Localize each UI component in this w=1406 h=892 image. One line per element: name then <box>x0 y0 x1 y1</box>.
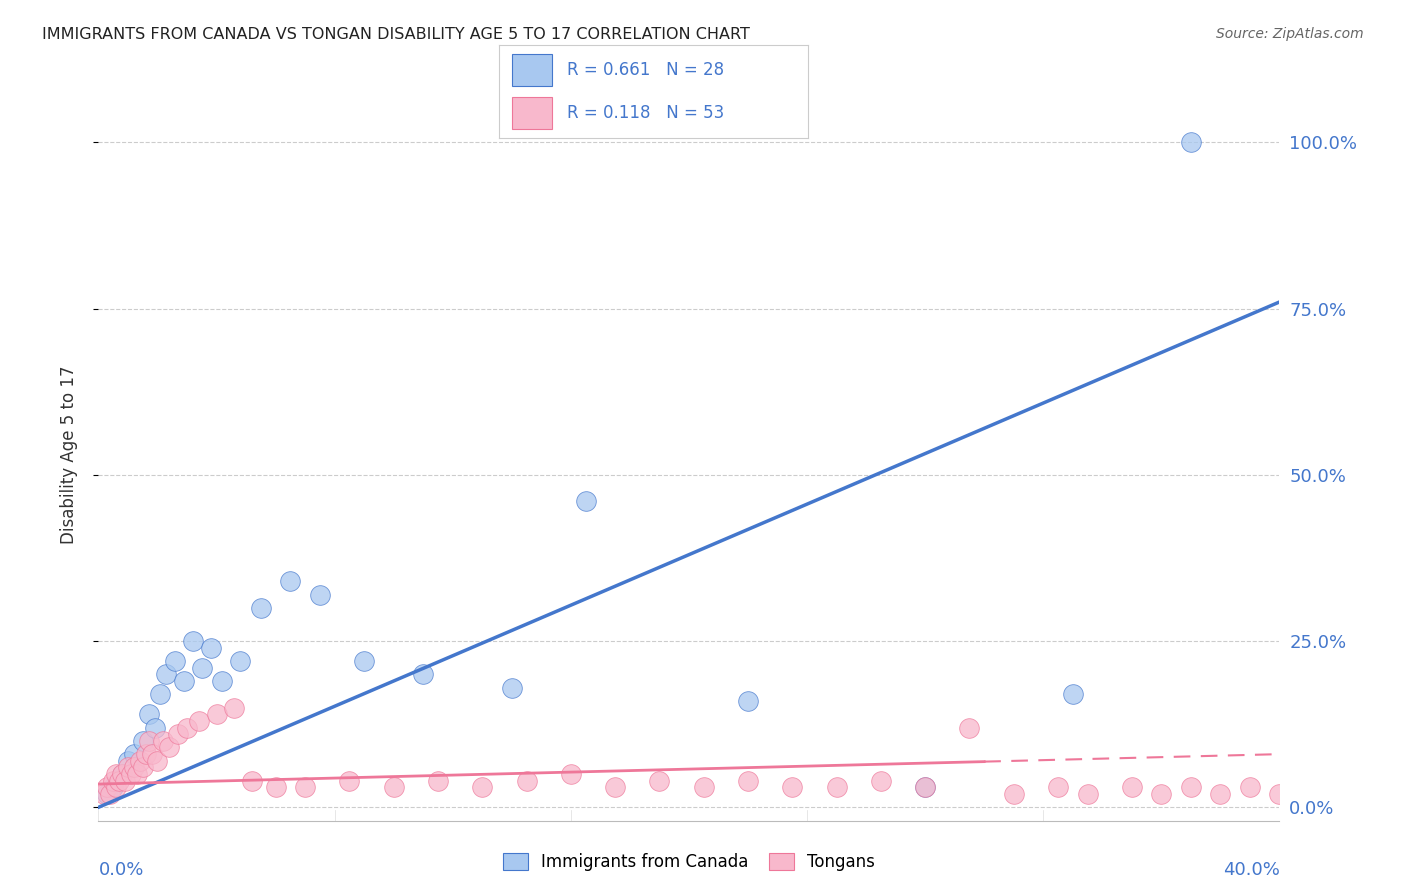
Point <box>353 654 375 668</box>
Point <box>264 780 287 795</box>
Point <box>1209 787 1232 801</box>
Point <box>737 773 759 788</box>
Point <box>173 673 195 688</box>
Point <box>138 734 160 748</box>
Point <box>412 667 434 681</box>
Point <box>135 747 157 761</box>
Point <box>122 760 145 774</box>
Point <box>141 747 163 761</box>
Point <box>152 734 174 748</box>
Point <box>560 767 582 781</box>
Point <box>1002 787 1025 801</box>
Point <box>155 667 177 681</box>
Point <box>105 767 128 781</box>
Point <box>224 700 246 714</box>
Point <box>111 767 134 781</box>
Point <box>98 787 121 801</box>
Point <box>501 681 523 695</box>
Point <box>132 734 155 748</box>
Point <box>516 773 538 788</box>
Text: R = 0.118   N = 53: R = 0.118 N = 53 <box>567 104 724 122</box>
Point <box>737 694 759 708</box>
Point <box>146 754 169 768</box>
Point <box>339 773 360 788</box>
Point <box>648 773 671 788</box>
Point <box>1180 136 1202 150</box>
Point <box>157 740 180 755</box>
Point <box>240 773 263 788</box>
Point <box>181 634 204 648</box>
Text: 40.0%: 40.0% <box>1223 861 1279 879</box>
Point <box>200 640 222 655</box>
FancyBboxPatch shape <box>512 97 551 129</box>
Point <box>114 773 136 788</box>
Point <box>93 787 115 801</box>
Point <box>382 780 405 795</box>
Point <box>427 773 450 788</box>
Point <box>309 588 332 602</box>
Point <box>103 773 125 788</box>
Point <box>96 787 118 801</box>
Y-axis label: Disability Age 5 to 17: Disability Age 5 to 17 <box>59 366 77 544</box>
Point <box>128 754 150 768</box>
Point <box>1077 787 1099 801</box>
Point <box>138 707 160 722</box>
Point <box>1180 780 1202 795</box>
Point <box>132 760 155 774</box>
Point <box>111 767 134 781</box>
Point <box>167 727 190 741</box>
Point <box>1062 687 1084 701</box>
Legend: Immigrants from Canada, Tongans: Immigrants from Canada, Tongans <box>496 847 882 878</box>
Point <box>117 760 139 774</box>
Point <box>278 574 302 589</box>
Point <box>782 780 804 795</box>
Point <box>693 780 716 795</box>
Text: 0.0%: 0.0% <box>98 861 143 879</box>
Point <box>914 780 936 795</box>
Point <box>959 721 981 735</box>
Point <box>125 767 148 781</box>
Point <box>869 773 891 788</box>
Point <box>1268 787 1291 801</box>
Point <box>122 747 145 761</box>
Point <box>176 721 198 735</box>
Point <box>205 707 228 722</box>
Point <box>471 780 494 795</box>
Point <box>149 687 172 701</box>
Point <box>211 673 233 688</box>
Point <box>825 780 848 795</box>
Point <box>103 780 125 795</box>
Point <box>574 494 596 508</box>
Point <box>294 780 316 795</box>
Point <box>1046 780 1069 795</box>
Point <box>229 654 252 668</box>
Text: IMMIGRANTS FROM CANADA VS TONGAN DISABILITY AGE 5 TO 17 CORRELATION CHART: IMMIGRANTS FROM CANADA VS TONGAN DISABIL… <box>42 27 749 42</box>
Point <box>165 654 187 668</box>
Point <box>96 780 118 795</box>
Text: R = 0.661   N = 28: R = 0.661 N = 28 <box>567 61 724 78</box>
Point <box>1239 780 1261 795</box>
FancyBboxPatch shape <box>512 54 551 86</box>
Point <box>250 600 273 615</box>
Point <box>1150 787 1173 801</box>
Text: Source: ZipAtlas.com: Source: ZipAtlas.com <box>1216 27 1364 41</box>
Point <box>605 780 627 795</box>
Point <box>143 721 166 735</box>
Point <box>120 767 142 781</box>
Point <box>914 780 936 795</box>
Point <box>117 754 139 768</box>
Point <box>105 780 128 795</box>
Point <box>108 773 131 788</box>
Point <box>191 661 214 675</box>
Point <box>1121 780 1143 795</box>
Point <box>187 714 209 728</box>
